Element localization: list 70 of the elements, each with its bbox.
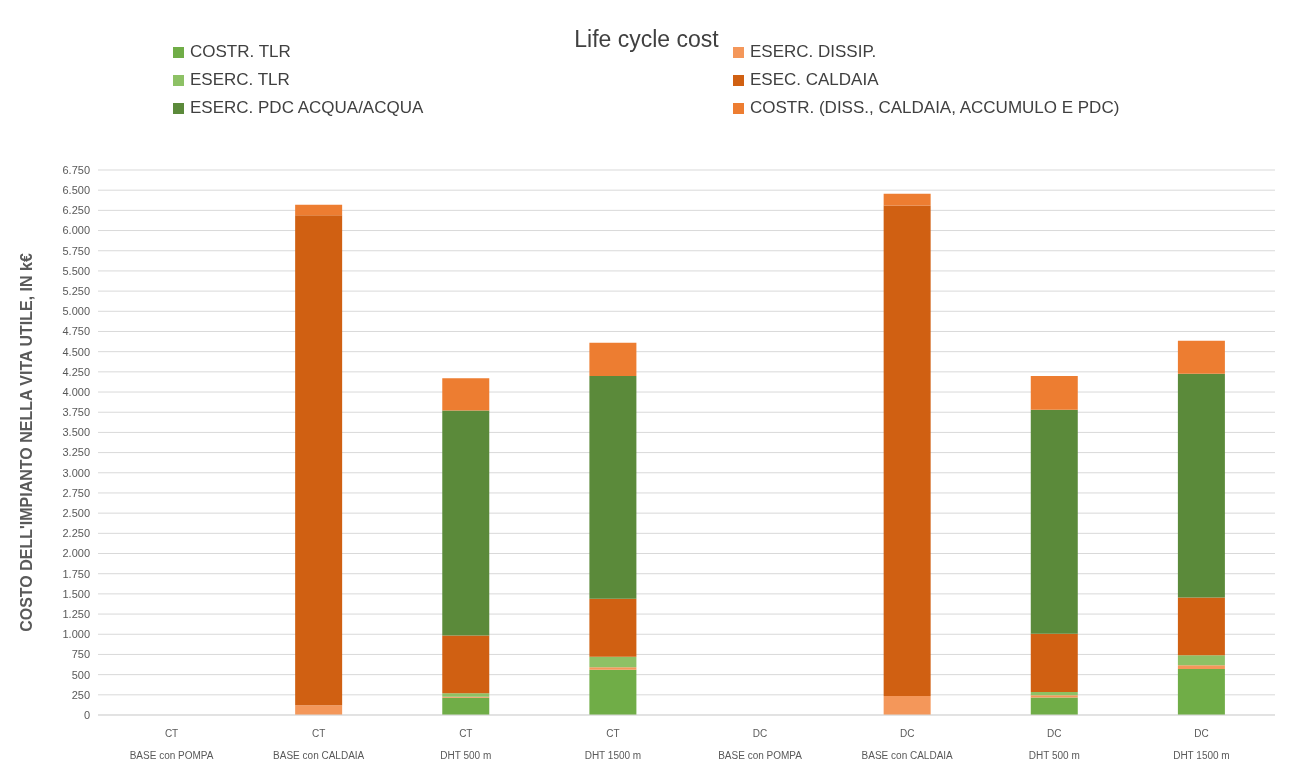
y-tick-label: 250 (71, 688, 90, 701)
x-tick-label: DC DHT 500 m (1028, 728, 1080, 761)
y-tick-label: 2.000 (62, 547, 90, 560)
bar (589, 598, 637, 657)
y-tick-label: 4.500 (62, 345, 90, 358)
bar (1030, 697, 1078, 715)
bar (1177, 373, 1225, 598)
chart-title: Life cycle cost (574, 26, 719, 52)
y-axis-title: COSTO DELL'IMPIANTO NELLA VITA UTILE, IN k€ (17, 253, 35, 632)
y-tick-label: 4.250 (62, 365, 90, 378)
legend-label: ESERC. PDC ACQUA/ACQUA (190, 98, 424, 118)
y-tick-label: 3.000 (62, 466, 90, 479)
bar (589, 656, 637, 668)
x-tick-label: DC DHT 1500 m (1173, 728, 1230, 761)
bar (589, 342, 637, 376)
y-tick-label: 1.500 (62, 587, 90, 600)
y-tick-label: 3.500 (62, 426, 90, 439)
y-tick-label: 5.500 (62, 264, 90, 277)
bar (1030, 409, 1078, 634)
y-tick-label: 6.500 (62, 184, 90, 197)
y-tick-label: 5.750 (62, 244, 90, 257)
bar (589, 667, 637, 670)
bar (883, 193, 931, 206)
bar (442, 635, 490, 694)
bar (589, 375, 637, 599)
bar (295, 215, 343, 706)
bar (1177, 655, 1225, 666)
bar (1177, 340, 1225, 374)
bar (1177, 665, 1225, 669)
bar (442, 697, 490, 715)
bar (1177, 668, 1225, 715)
y-tick-label: 6.750 (62, 163, 90, 176)
legend-label: ESERC. TLR (190, 70, 290, 90)
bar (883, 205, 931, 697)
y-tick-label: 5.000 (62, 305, 90, 318)
y-tick-label: 3.750 (62, 406, 90, 419)
bar (1030, 633, 1078, 693)
x-tick-label: DC BASE con CALDAIA (861, 728, 954, 761)
bar (442, 378, 490, 411)
y-tick-label: 5.250 (62, 285, 90, 298)
y-tick-label: 750 (71, 648, 90, 661)
bar (295, 204, 343, 216)
legend-label: ESEC. CALDAIA (750, 70, 879, 90)
x-tick-label: CT DHT 1500 m (584, 728, 642, 761)
bar (1177, 597, 1225, 656)
y-tick-label: 500 (71, 668, 90, 681)
bar (1030, 375, 1078, 410)
y-tick-label: 1.000 (62, 628, 90, 641)
y-tick-label: 2.250 (62, 527, 90, 540)
y-tick-label: 2.750 (62, 486, 90, 499)
y-tick-label: 1.250 (62, 607, 90, 620)
bar (589, 669, 637, 715)
x-tick-label: CT BASE con CALDAIA (273, 728, 365, 761)
legend-label: COSTR. (DISS., CALDAIA, ACCUMULO E PDC) (750, 98, 1120, 118)
y-tick-label: 0 (83, 708, 90, 721)
legend-label: COSTR. TLR (190, 42, 291, 62)
y-tick-label: 4.750 (62, 325, 90, 338)
y-tick-label: 1.750 (62, 567, 90, 580)
y-tick-label: 3.250 (62, 446, 90, 459)
bar (295, 705, 343, 715)
x-tick-label: CT BASE con POMPA (129, 728, 214, 761)
x-tick-label: DC BASE con POMPA (718, 728, 803, 761)
y-tick-label: 6.250 (62, 204, 90, 217)
x-tick-label: CT DHT 500 m (440, 728, 492, 761)
y-tick-label: 6.000 (62, 224, 90, 237)
legend-label: ESERC. DISSIP. (750, 42, 877, 62)
bar (883, 696, 931, 715)
bar (442, 410, 490, 636)
y-tick-label: 4.000 (62, 385, 90, 398)
y-tick-label: 2.500 (62, 507, 90, 520)
